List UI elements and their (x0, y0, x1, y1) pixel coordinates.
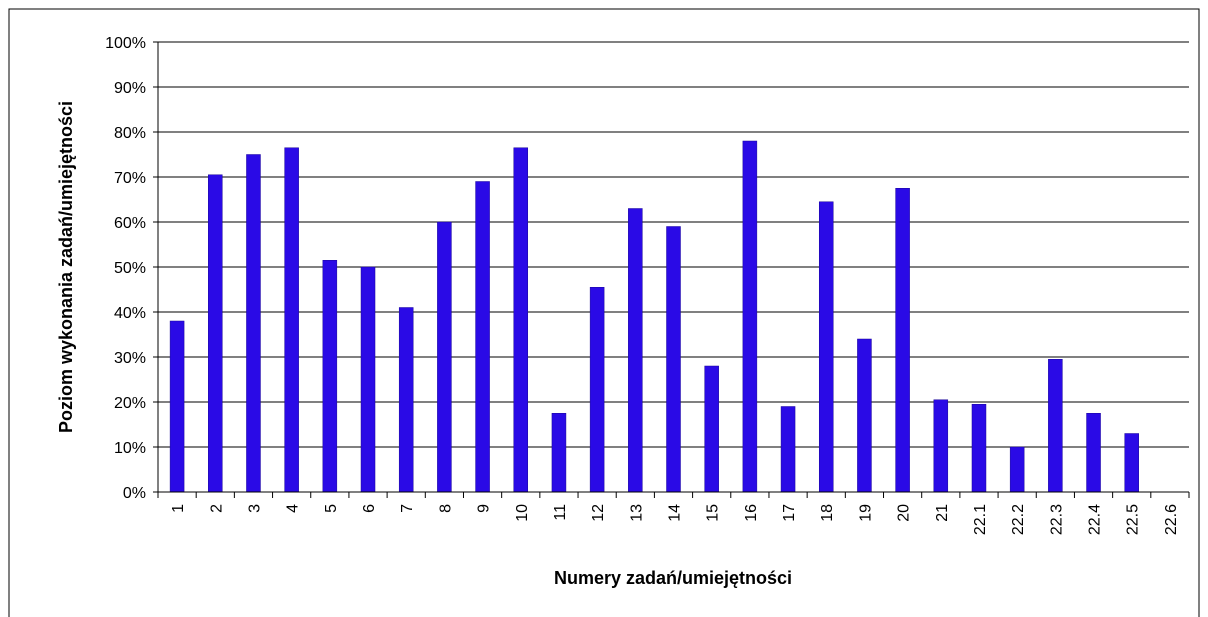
x-tick-label: 22.6 (1163, 504, 1180, 535)
y-tick-label: 30% (114, 350, 146, 367)
bar (208, 174, 223, 493)
bar (1009, 446, 1025, 493)
y-tick-label: 20% (114, 395, 146, 412)
bar (933, 399, 949, 493)
bar (284, 147, 299, 493)
x-axis-title: Numery zadań/umiejętności (554, 568, 792, 588)
x-tick-label: 6 (361, 504, 378, 513)
bar (628, 208, 643, 493)
x-tick-label: 21 (934, 504, 951, 522)
bar (1086, 413, 1101, 493)
x-tick-label: 22.3 (1048, 504, 1065, 535)
bar (1124, 433, 1139, 493)
y-tick-label: 40% (114, 305, 146, 322)
x-tick-label: 14 (667, 504, 684, 522)
x-tick-label: 19 (857, 504, 874, 522)
x-tick-label: 12 (590, 504, 607, 522)
y-tick-label: 50% (114, 260, 146, 277)
bar (589, 287, 605, 493)
x-tick-label: 17 (781, 504, 798, 522)
bar (780, 406, 796, 493)
x-tick-label: 3 (246, 504, 263, 513)
bar (322, 260, 338, 493)
x-tick-label: 10 (514, 504, 531, 522)
bar (742, 140, 758, 493)
y-axis-title: Poziom wykonania zadań/umiejętności (56, 101, 76, 433)
x-tick-label: 8 (437, 504, 454, 513)
bar (398, 307, 414, 493)
bar (971, 404, 987, 493)
x-tick-label: 5 (323, 504, 340, 513)
bar (1048, 359, 1063, 493)
y-tick-label: 0% (123, 485, 146, 502)
bar (246, 154, 261, 493)
y-tick-label: 60% (114, 215, 146, 232)
y-tick-label: 90% (114, 80, 146, 97)
bar (666, 226, 681, 493)
x-tick-label: 22.5 (1125, 504, 1142, 535)
x-tick-label: 15 (705, 504, 722, 522)
bar (704, 365, 719, 493)
y-tick-label: 100% (105, 35, 146, 52)
x-tick-label: 13 (628, 504, 645, 522)
x-tick-label: 11 (552, 504, 569, 521)
bar (475, 181, 490, 493)
y-tick-label: 80% (114, 125, 146, 142)
bar (818, 201, 834, 493)
bar (857, 338, 872, 493)
chart-border (8, 8, 1200, 617)
x-tick-label: 1 (170, 504, 187, 513)
x-tick-label: 16 (743, 504, 760, 522)
bar (437, 221, 452, 493)
y-tick-label: 70% (114, 170, 146, 187)
x-tick-label: 22.4 (1087, 504, 1104, 535)
y-tick-label: 10% (114, 440, 146, 457)
bar (895, 188, 910, 493)
bar (551, 413, 567, 493)
x-tick-label: 2 (208, 504, 225, 513)
bar (360, 266, 376, 493)
x-tick-label: 18 (819, 504, 836, 522)
x-tick-label: 9 (476, 504, 493, 513)
x-tick-label: 7 (399, 504, 416, 513)
x-tick-label: 4 (285, 504, 302, 513)
x-tick-label: 22.2 (1010, 504, 1027, 535)
bar (169, 320, 185, 493)
x-tick-label: 22.1 (972, 504, 989, 535)
bar (513, 147, 529, 493)
x-tick-label: 20 (896, 504, 913, 522)
